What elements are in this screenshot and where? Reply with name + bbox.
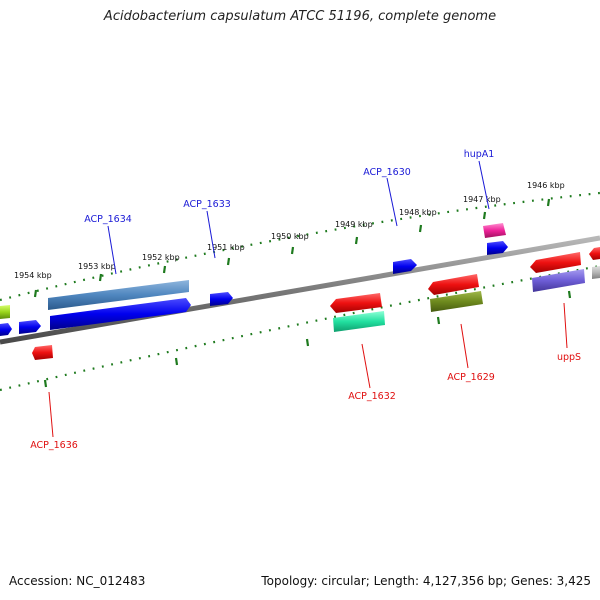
tick-label-1954: 1954 kbp <box>14 271 52 280</box>
tick-labels: 1954 kbp 1953 kbp 1952 kbp 1951 kbp 1950… <box>14 181 565 280</box>
inner-major-ticks <box>43 290 572 388</box>
label-acp1632: ACP_1632 <box>348 391 396 402</box>
tick-label-1949: 1949 kbp <box>335 220 373 229</box>
gene-upps[interactable] <box>532 269 585 292</box>
genome-backbone <box>0 235 600 345</box>
label-upps: uppS <box>557 352 581 363</box>
genome-summary-text: Topology: circular; Length: 4,127,356 bp… <box>261 574 591 588</box>
inner-tick-track <box>0 264 600 392</box>
gene-acp1634-lower[interactable] <box>50 298 191 330</box>
gene-right-edge-red[interactable] <box>589 247 600 260</box>
gene-acp1630[interactable] <box>393 259 417 274</box>
forward-strand-genes <box>0 223 508 336</box>
gene-left-lime[interactable] <box>0 305 10 319</box>
label-leaders <box>48 160 568 438</box>
tick-label-1953: 1953 kbp <box>78 262 116 271</box>
tick-label-1947: 1947 kbp <box>463 195 501 204</box>
gene-hupA1[interactable] <box>483 223 506 238</box>
tick-label-1950: 1950 kbp <box>271 232 309 241</box>
outer-major-ticks <box>33 198 551 298</box>
gene-upps-upper[interactable] <box>530 252 581 273</box>
gene-near-hupA1[interactable] <box>487 241 508 255</box>
gene-acp1633[interactable] <box>210 292 233 306</box>
label-hupA1: hupA1 <box>464 149 495 160</box>
outer-tick-track <box>0 191 600 302</box>
gene-right-edge-gray[interactable] <box>592 266 600 279</box>
gene-left-small-2[interactable] <box>0 323 12 336</box>
tick-label-1946: 1946 kbp <box>527 181 565 190</box>
gene-acp1632[interactable] <box>333 311 385 332</box>
gene-labels: ACP_1634 ACP_1633 ACP_1630 hupA1 ACP_163… <box>30 149 581 451</box>
reverse-strand-genes <box>32 247 600 360</box>
tick-label-1951: 1951 kbp <box>207 243 245 252</box>
gene-acp1634[interactable] <box>48 280 189 310</box>
label-acp1633: ACP_1633 <box>183 199 231 210</box>
gene-acp1632-upper[interactable] <box>330 293 382 313</box>
gene-acp1636[interactable] <box>32 345 53 360</box>
label-acp1629: ACP_1629 <box>447 372 495 383</box>
gene-left-small-1[interactable] <box>19 320 41 334</box>
gene-acp1629-upper[interactable] <box>428 274 479 295</box>
label-acp1630: ACP_1630 <box>363 167 411 178</box>
map-title: Acidobacterium capsulatum ATCC 51196, co… <box>103 9 497 24</box>
label-acp1636: ACP_1636 <box>30 440 78 451</box>
tick-label-1948: 1948 kbp <box>399 208 437 217</box>
accession-text: Accession: NC_012483 <box>9 574 146 588</box>
label-acp1634: ACP_1634 <box>84 214 132 225</box>
gene-acp1629[interactable] <box>430 291 483 312</box>
tick-label-1952: 1952 kbp <box>142 253 180 262</box>
